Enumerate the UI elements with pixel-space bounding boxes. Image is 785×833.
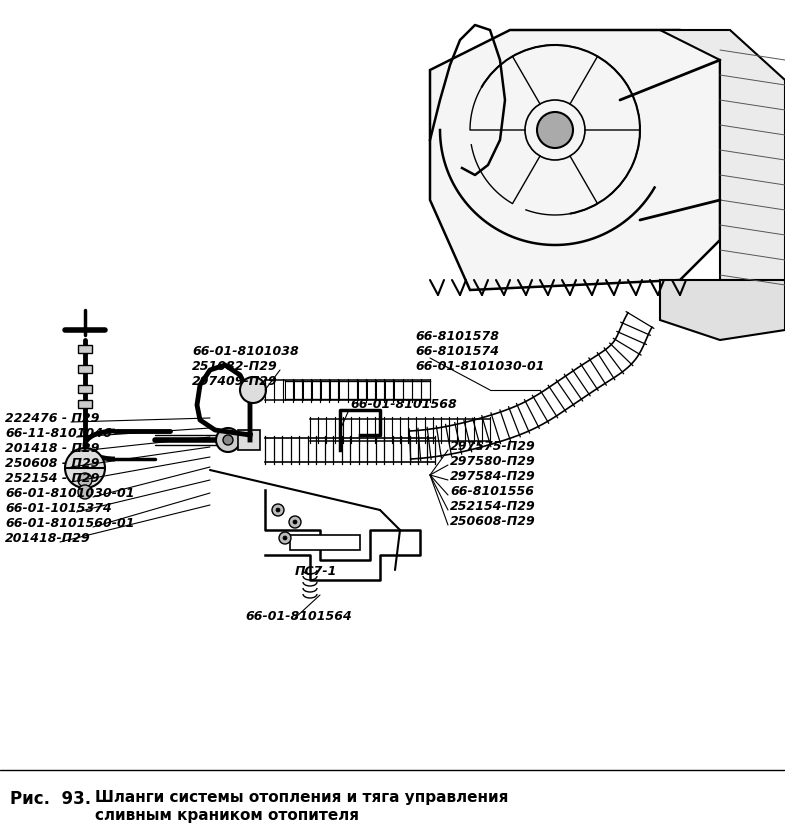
Text: ПС7-1: ПС7-1	[295, 565, 338, 578]
Polygon shape	[660, 30, 785, 310]
Text: Рис.  93.: Рис. 93.	[10, 790, 91, 808]
Text: 66-01-8101030-01: 66-01-8101030-01	[5, 487, 134, 500]
Polygon shape	[78, 345, 92, 353]
Circle shape	[78, 485, 92, 499]
Circle shape	[279, 532, 291, 544]
Circle shape	[537, 112, 573, 148]
Polygon shape	[660, 280, 785, 340]
Circle shape	[293, 520, 297, 524]
Polygon shape	[238, 430, 260, 450]
Text: 297584-П29: 297584-П29	[450, 470, 535, 483]
Text: 250608-П29: 250608-П29	[450, 515, 535, 528]
Circle shape	[223, 435, 233, 445]
Text: 66-8101578: 66-8101578	[415, 330, 499, 343]
Text: 201418-П29: 201418-П29	[5, 532, 91, 545]
Circle shape	[78, 473, 92, 487]
Text: 222476 - П29: 222476 - П29	[5, 412, 100, 425]
Text: сливным краником отопителя: сливным краником отопителя	[95, 808, 359, 823]
Text: 252154-П29: 252154-П29	[450, 500, 535, 513]
Text: 250608 - П29: 250608 - П29	[5, 457, 100, 470]
Text: 66-01-1015374: 66-01-1015374	[5, 502, 111, 515]
Text: 297575-П29: 297575-П29	[450, 440, 535, 453]
Text: 297580-П29: 297580-П29	[450, 455, 535, 468]
Text: 252154 - П29: 252154 - П29	[5, 472, 100, 485]
Text: 66-01-8101564: 66-01-8101564	[245, 610, 352, 623]
Text: 251082-П29: 251082-П29	[192, 360, 278, 373]
Text: 66-01-8101030-01: 66-01-8101030-01	[415, 360, 545, 373]
Circle shape	[283, 536, 287, 540]
Text: Шланги системы отопления и тяга управления: Шланги системы отопления и тяга управлен…	[95, 790, 509, 805]
Text: 66-01-8101038: 66-01-8101038	[192, 345, 299, 358]
Circle shape	[276, 508, 280, 512]
Text: 66-11-8101046: 66-11-8101046	[5, 427, 111, 440]
Polygon shape	[290, 535, 360, 550]
Circle shape	[65, 448, 105, 488]
Circle shape	[289, 516, 301, 528]
Circle shape	[272, 504, 284, 516]
Text: 66-01-8101560-01: 66-01-8101560-01	[5, 517, 134, 530]
Text: 66-8101556: 66-8101556	[450, 485, 534, 498]
Circle shape	[216, 428, 240, 452]
Text: 297409-П29: 297409-П29	[192, 375, 278, 388]
Polygon shape	[78, 385, 92, 393]
Text: 66-01-8101568: 66-01-8101568	[350, 398, 457, 411]
Text: 201418 - П29: 201418 - П29	[5, 442, 100, 455]
Text: 66-8101574: 66-8101574	[415, 345, 499, 358]
Circle shape	[240, 377, 266, 403]
Polygon shape	[78, 400, 92, 408]
Polygon shape	[430, 30, 720, 290]
Polygon shape	[78, 365, 92, 373]
